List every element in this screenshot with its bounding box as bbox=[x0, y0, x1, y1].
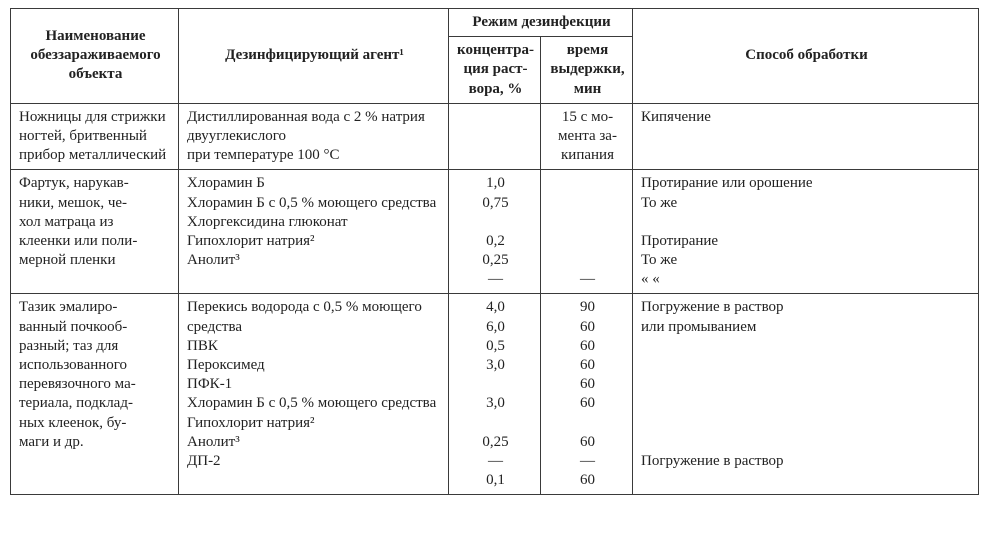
cell-concentration bbox=[449, 103, 541, 170]
header-time: время выдержки, мин bbox=[541, 37, 633, 104]
header-regime: Режим дезинфекции bbox=[449, 9, 633, 37]
cell-concentration: 4,0 6,0 0,5 3,0 3,0 0,25 — 0,1 bbox=[449, 294, 541, 495]
header-method: Способ обработки bbox=[633, 9, 979, 104]
cell-object: Фартук, нарукав- ники, мешок, че- хол ма… bbox=[11, 170, 179, 294]
table-header: Наименование обеззараживаемого объекта Д… bbox=[11, 9, 979, 104]
disinfection-table: Наименование обеззараживаемого объекта Д… bbox=[10, 8, 979, 495]
header-object: Наименование обеззараживаемого объекта bbox=[11, 9, 179, 104]
cell-object: Ножницы для стрижки ногтей, бритвенный п… bbox=[11, 103, 179, 170]
header-agent: Дезинфицирующий агент¹ bbox=[179, 9, 449, 104]
cell-time: 90 60 60 60 60 60 60 — 60 bbox=[541, 294, 633, 495]
cell-concentration: 1,0 0,75 0,2 0,25 — bbox=[449, 170, 541, 294]
table-body: Ножницы для стрижки ногтей, бритвенный п… bbox=[11, 103, 979, 495]
cell-time: — bbox=[541, 170, 633, 294]
cell-time: 15 с мо- мента за- кипания bbox=[541, 103, 633, 170]
table-row: Ножницы для стрижки ногтей, бритвенный п… bbox=[11, 103, 979, 170]
table-row: Фартук, нарукав- ники, мешок, че- хол ма… bbox=[11, 170, 979, 294]
header-concentration: концентра- ция раст- вора, % bbox=[449, 37, 541, 104]
cell-agent: Дистиллированная вода с 2 % натрия двууг… bbox=[179, 103, 449, 170]
cell-method: Кипячение bbox=[633, 103, 979, 170]
cell-method: Погружение в раствор или промыванием Пог… bbox=[633, 294, 979, 495]
cell-agent: Хлорамин Б Хлорамин Б с 0,5 % моющего ср… bbox=[179, 170, 449, 294]
cell-object: Тазик эмалиро- ванный почкооб- разный; т… bbox=[11, 294, 179, 495]
cell-agent: Перекись водорода с 0,5 % моющего средст… bbox=[179, 294, 449, 495]
table-row: Тазик эмалиро- ванный почкооб- разный; т… bbox=[11, 294, 979, 495]
cell-method: Протирание или орошение То же Протирание… bbox=[633, 170, 979, 294]
